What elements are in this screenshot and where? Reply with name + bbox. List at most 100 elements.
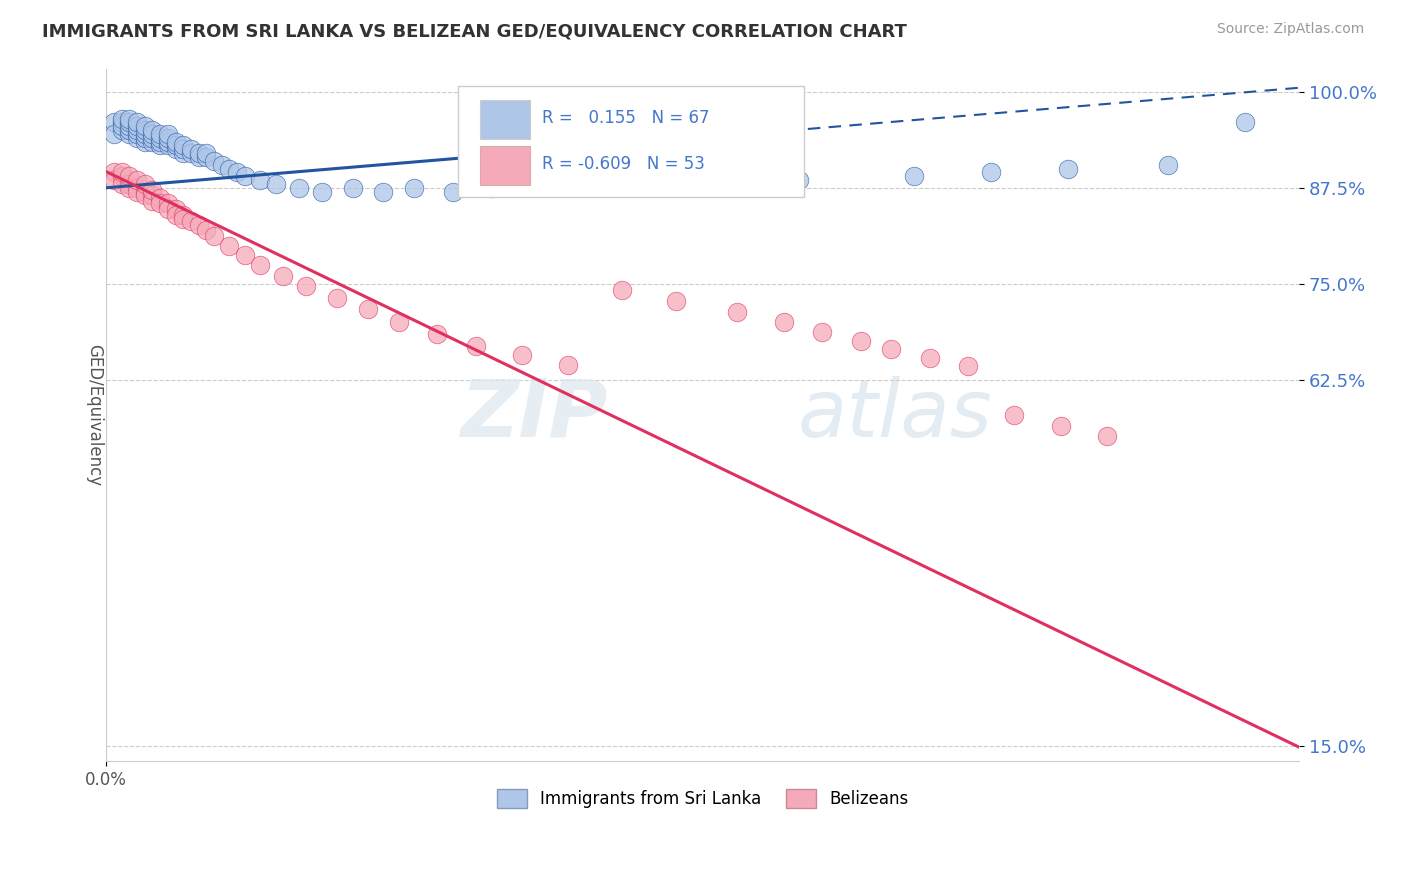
Text: IMMIGRANTS FROM SRI LANKA VS BELIZEAN GED/EQUIVALENCY CORRELATION CHART: IMMIGRANTS FROM SRI LANKA VS BELIZEAN GE… bbox=[42, 22, 907, 40]
Point bbox=[141, 194, 163, 208]
Point bbox=[141, 183, 163, 197]
Point bbox=[118, 127, 141, 141]
Point bbox=[271, 269, 294, 284]
Point bbox=[141, 127, 163, 141]
Point bbox=[118, 112, 141, 126]
Point bbox=[165, 135, 187, 149]
Point bbox=[134, 130, 156, 145]
Point bbox=[103, 115, 125, 129]
Point bbox=[111, 115, 134, 129]
Point bbox=[134, 135, 156, 149]
Point bbox=[125, 115, 148, 129]
Point bbox=[125, 185, 148, 199]
Legend: Immigrants from Sri Lanka, Belizeans: Immigrants from Sri Lanka, Belizeans bbox=[489, 782, 915, 815]
Point bbox=[187, 146, 209, 161]
Point bbox=[249, 258, 271, 272]
Text: Source: ZipAtlas.com: Source: ZipAtlas.com bbox=[1216, 22, 1364, 37]
Point bbox=[211, 158, 233, 172]
Point bbox=[172, 142, 194, 156]
Point bbox=[195, 150, 218, 164]
Point bbox=[218, 161, 240, 176]
Point bbox=[103, 127, 125, 141]
Point bbox=[918, 351, 941, 365]
Point bbox=[980, 165, 1002, 179]
Point bbox=[118, 120, 141, 134]
Point bbox=[218, 238, 240, 252]
Point bbox=[373, 185, 395, 199]
Point bbox=[510, 348, 533, 362]
Point bbox=[187, 219, 209, 233]
Point bbox=[156, 138, 179, 153]
Point bbox=[180, 146, 202, 161]
Point bbox=[118, 181, 141, 195]
Point bbox=[125, 130, 148, 145]
Point bbox=[249, 173, 271, 187]
Point bbox=[149, 127, 172, 141]
Point bbox=[202, 153, 225, 168]
Point bbox=[1057, 161, 1080, 176]
Point bbox=[103, 173, 125, 187]
Point bbox=[903, 169, 925, 184]
Point bbox=[156, 202, 179, 216]
Point bbox=[1049, 419, 1071, 434]
Point bbox=[165, 142, 187, 156]
Point bbox=[141, 188, 163, 202]
Point bbox=[111, 120, 134, 134]
Point bbox=[125, 127, 148, 141]
Point bbox=[111, 123, 134, 137]
Point bbox=[665, 293, 688, 308]
FancyBboxPatch shape bbox=[458, 86, 804, 196]
Point bbox=[811, 325, 834, 339]
Text: ZIP: ZIP bbox=[460, 376, 607, 454]
Point bbox=[156, 127, 179, 141]
Point bbox=[111, 169, 134, 184]
Point bbox=[118, 177, 141, 191]
Point bbox=[172, 208, 194, 222]
Point bbox=[326, 291, 349, 305]
Point bbox=[149, 138, 172, 153]
Point bbox=[787, 173, 810, 187]
Point bbox=[149, 196, 172, 211]
Point bbox=[149, 191, 172, 205]
Point bbox=[141, 135, 163, 149]
Point bbox=[233, 169, 256, 184]
Point bbox=[195, 146, 218, 161]
Point bbox=[479, 181, 502, 195]
Point bbox=[125, 173, 148, 187]
Text: R = -0.609   N = 53: R = -0.609 N = 53 bbox=[541, 155, 704, 173]
Point bbox=[1095, 429, 1118, 443]
Point bbox=[441, 185, 464, 199]
Point bbox=[134, 177, 156, 191]
Point bbox=[118, 115, 141, 129]
Point bbox=[404, 181, 426, 195]
Point bbox=[111, 165, 134, 179]
Point bbox=[849, 334, 872, 348]
Point bbox=[180, 142, 202, 156]
Point bbox=[111, 112, 134, 126]
Point bbox=[264, 177, 287, 191]
Point bbox=[311, 185, 333, 199]
Point bbox=[388, 315, 411, 329]
Point bbox=[172, 138, 194, 153]
Point bbox=[725, 304, 748, 318]
Point bbox=[165, 208, 187, 222]
Point bbox=[134, 188, 156, 202]
Point bbox=[118, 123, 141, 137]
Point bbox=[149, 135, 172, 149]
Point bbox=[1157, 158, 1180, 172]
Point bbox=[156, 135, 179, 149]
Point bbox=[172, 211, 194, 226]
Point bbox=[134, 185, 156, 199]
Point bbox=[141, 123, 163, 137]
Point bbox=[103, 165, 125, 179]
Point bbox=[357, 301, 380, 316]
Point bbox=[880, 343, 903, 357]
Point bbox=[156, 196, 179, 211]
Point bbox=[172, 146, 194, 161]
Point bbox=[125, 123, 148, 137]
Point bbox=[426, 326, 449, 341]
Point bbox=[287, 181, 309, 195]
Bar bbox=[479, 101, 530, 139]
Point bbox=[187, 150, 209, 164]
Point bbox=[464, 338, 486, 352]
